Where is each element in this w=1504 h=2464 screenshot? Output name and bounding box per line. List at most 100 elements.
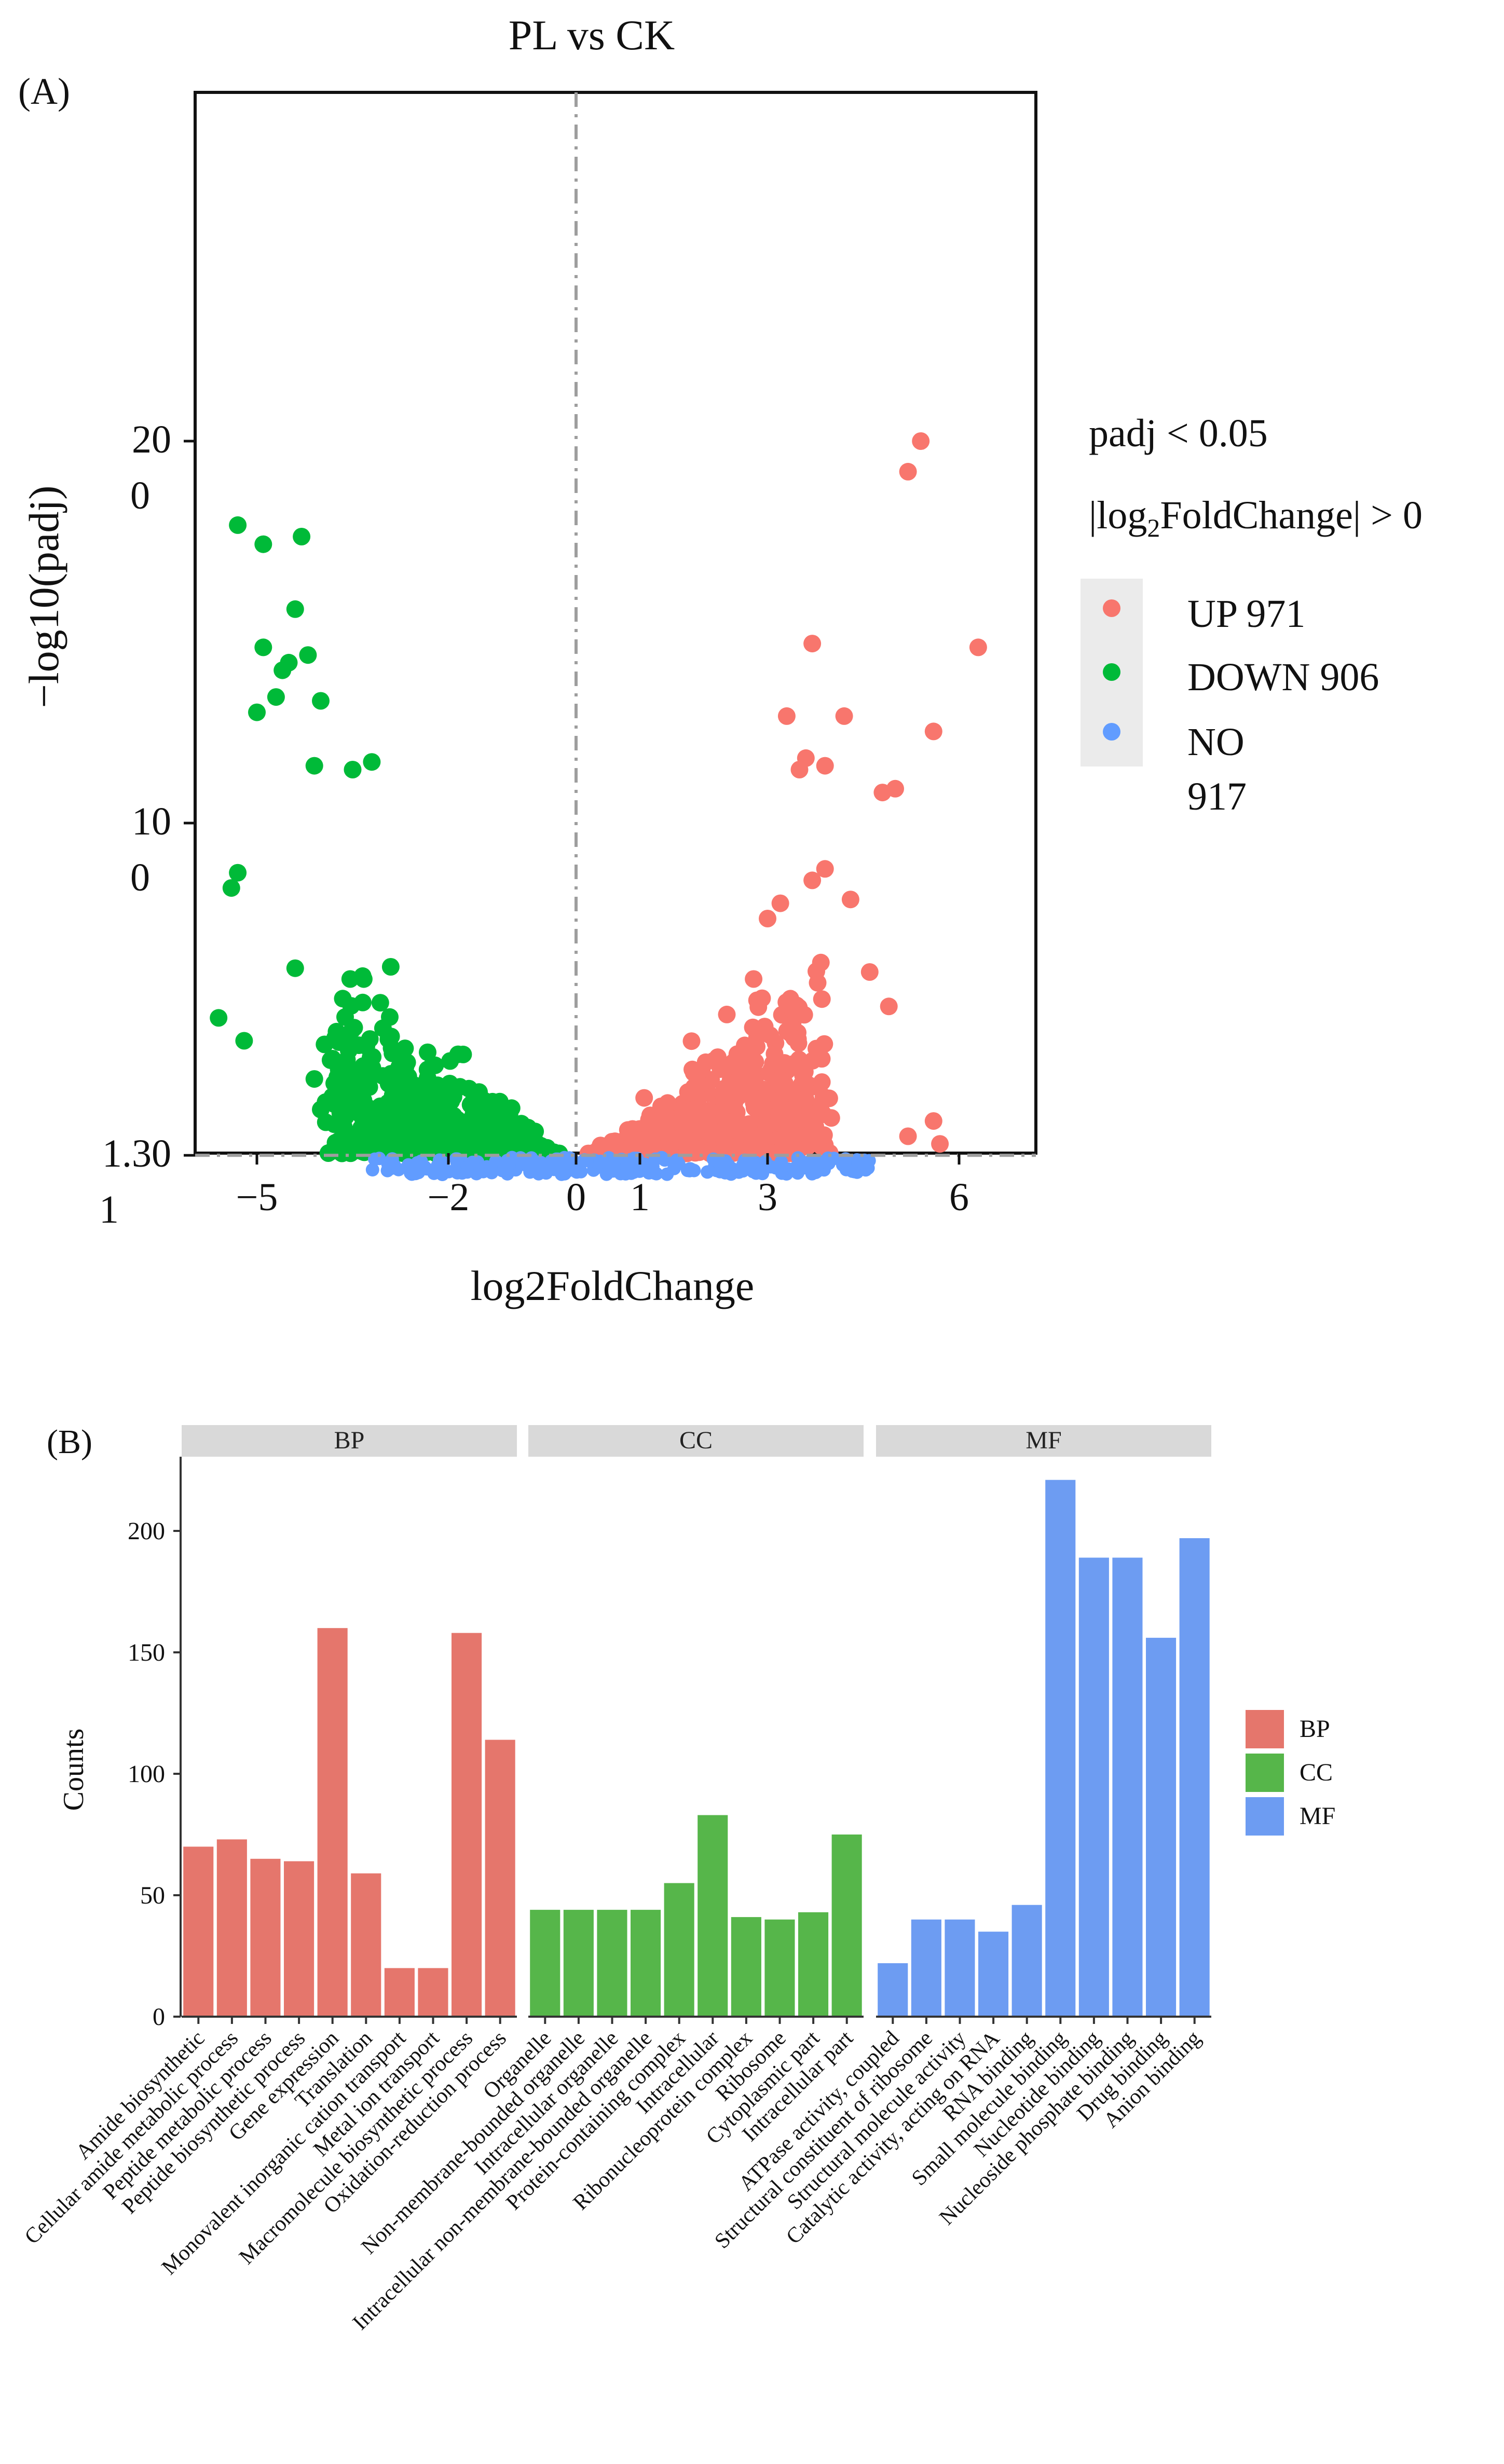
up-point <box>789 1034 808 1052</box>
down-point <box>489 1096 508 1114</box>
down-outlier-point <box>312 692 330 710</box>
down-point <box>334 990 352 1008</box>
bar-x-axis <box>182 2016 1211 2024</box>
facet-strip-label: MF <box>1026 1427 1061 1454</box>
up-outlier-point <box>759 910 776 927</box>
down-point <box>349 1078 367 1097</box>
up-point <box>681 1108 699 1126</box>
bar <box>798 1912 829 2017</box>
volcano-plot-title: PL vs CK <box>509 11 675 59</box>
bar-y-tick-label: 150 <box>128 1639 165 1666</box>
down-point <box>382 1065 400 1083</box>
no-point <box>646 1159 660 1173</box>
down-point <box>461 1124 479 1142</box>
bar <box>631 1910 661 2017</box>
down-point <box>336 1008 354 1026</box>
y-tick-label: 10 <box>132 800 171 843</box>
up-point <box>718 1005 736 1023</box>
up-point <box>743 1130 761 1148</box>
bar <box>698 1815 728 2017</box>
legend-label-no-count: 917 <box>1187 775 1247 818</box>
up-point <box>788 1091 806 1109</box>
up-point <box>635 1089 653 1107</box>
threshold-lines <box>195 92 1036 1157</box>
down-point <box>532 1138 550 1156</box>
down-outlier-point <box>305 757 323 775</box>
up-outlier-point <box>912 432 930 450</box>
down-point <box>454 1045 472 1063</box>
no-point <box>460 1165 474 1179</box>
down-point <box>325 1115 344 1133</box>
up-point <box>685 1064 703 1082</box>
bar <box>878 1963 908 2017</box>
down-point <box>422 1057 441 1075</box>
up-outlier-point <box>924 722 942 741</box>
down-point <box>316 1035 334 1053</box>
down-point <box>381 958 400 976</box>
bar <box>384 1968 415 2017</box>
down-outlier-point <box>267 688 285 706</box>
bar-legend-label: CC <box>1300 1759 1333 1786</box>
facet-strip-mf <box>876 1425 1211 1457</box>
facet-strips: BP CC MF <box>182 1425 1211 1457</box>
up-outlier-point <box>835 707 853 725</box>
up-point <box>773 1056 791 1073</box>
bar <box>250 1858 281 2017</box>
up-point <box>724 1120 743 1139</box>
up-point <box>745 970 763 988</box>
down-point <box>362 1049 379 1066</box>
no-point <box>736 1164 750 1178</box>
bar <box>1179 1538 1210 2017</box>
no-point <box>774 1155 788 1169</box>
bar <box>452 1633 482 2017</box>
bar <box>1011 1905 1042 2017</box>
bar-legend-key-bp <box>1246 1710 1284 1748</box>
bar <box>664 1883 694 2017</box>
up-point <box>640 1138 658 1156</box>
legend-title-padj: padj < 0.05 <box>1089 412 1268 455</box>
bar <box>530 1910 560 2017</box>
no-point <box>574 1165 588 1179</box>
down-outlier-point <box>363 753 381 771</box>
up-point <box>796 1063 814 1081</box>
down-point <box>386 1093 404 1112</box>
bars <box>183 1480 1210 2017</box>
panel-b-label: (B) <box>47 1423 92 1461</box>
x-tick-label: −2 <box>428 1175 470 1219</box>
up-outlier-point <box>816 757 834 775</box>
no-point <box>391 1162 405 1176</box>
up-outlier-point <box>931 1135 949 1153</box>
up-outlier-point <box>841 891 859 909</box>
down-point <box>406 1076 425 1094</box>
up-point <box>815 1126 833 1144</box>
up-outlier-point <box>803 871 822 889</box>
down-point <box>353 993 372 1011</box>
down-point <box>325 1095 344 1113</box>
no-point <box>555 1162 569 1176</box>
bar <box>911 1919 941 2017</box>
up-point <box>709 1048 727 1066</box>
x-tick-label: 1 <box>630 1175 650 1219</box>
volcano-plot-area <box>194 91 1037 1155</box>
x-axis-ticks: −5 −2 0 1 3 6 <box>236 1153 969 1219</box>
up-point <box>815 1035 833 1053</box>
up-point <box>758 1085 776 1102</box>
down-outlier-point <box>344 761 362 778</box>
legend-title-part-log: |log <box>1089 494 1147 537</box>
down-outlier-point <box>229 516 247 534</box>
up-point <box>776 1131 794 1149</box>
down-point <box>338 1061 356 1079</box>
down-outlier-point <box>312 1101 330 1118</box>
bar-y-tick-label: 50 <box>140 1882 165 1909</box>
bar-y-tick-label: 0 <box>153 2003 165 2031</box>
up-point <box>657 1120 675 1138</box>
bar <box>183 1846 214 2017</box>
y-axis-ticks: 1.30 1 10 0 20 0 <box>99 418 195 1231</box>
up-point <box>813 1073 831 1091</box>
bar-y-axis: 0 50 100 150 200 <box>128 1457 182 2031</box>
down-point <box>330 1132 348 1150</box>
down-point <box>396 1039 414 1058</box>
legend-label-down: DOWN 906 <box>1187 655 1379 699</box>
down-point <box>353 967 372 985</box>
